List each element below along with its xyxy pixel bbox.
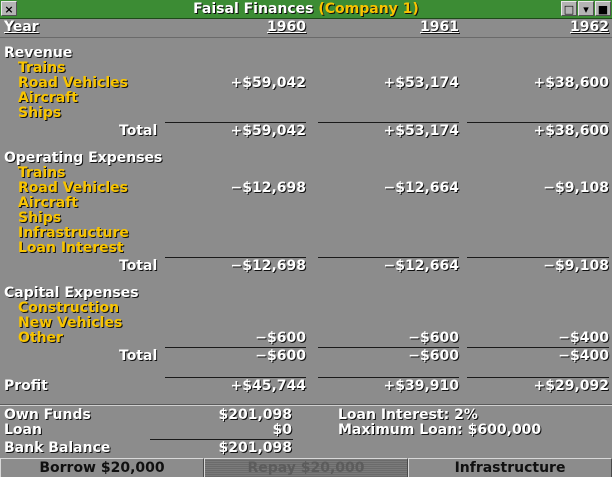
profit-label: Profit: [4, 378, 48, 394]
capital-total-rule-1961: [318, 347, 459, 348]
year-column-1960: 1960: [267, 19, 306, 35]
capital-new-vehicles-label: New Vehicles: [18, 315, 123, 331]
operating-aircraft-label: Aircraft: [18, 195, 78, 211]
capital-total-rule-1960: [165, 347, 306, 348]
revenue-total-label: Total: [119, 123, 158, 139]
bank-balance-label: Bank Balance: [4, 440, 111, 456]
own-funds-label: Own Funds: [4, 407, 91, 423]
capital-construction-label: Construction: [18, 300, 120, 316]
operating-heading: Operating Expenses: [4, 150, 163, 166]
profit-rule-1961: [318, 377, 459, 378]
loan-interest-label: Loan Interest:: [338, 407, 450, 423]
revenue-total-rule-1961: [318, 122, 459, 123]
maximum-loan-value: $600,000: [467, 422, 542, 438]
loan-value: $0: [272, 422, 292, 438]
revenue-ships-label: Ships: [18, 105, 62, 121]
operating-road-vehicles-1961: −$12,664: [383, 180, 460, 196]
window-title-company: (Company 1): [318, 1, 419, 17]
revenue-total-rule-1962: [467, 122, 609, 123]
operating-total-1962: −$9,108: [543, 258, 609, 274]
revenue-trains-label: Trains: [18, 60, 66, 76]
loan-interest-value: 2%: [454, 407, 478, 423]
capital-heading: Capital Expenses: [4, 285, 139, 301]
operating-infrastructure-label: Infrastructure: [18, 225, 129, 241]
operating-trains-label: Trains: [18, 165, 66, 181]
revenue-total-1962: +$38,600: [533, 123, 610, 139]
bank-balance-rule: [150, 439, 293, 440]
close-window-button[interactable]: ×: [1, 1, 17, 16]
operating-ships-label: Ships: [18, 210, 62, 226]
collapse-window-button[interactable]: ▾: [578, 1, 594, 16]
summary-divider-dark: [0, 404, 612, 405]
operating-road-vehicles-label: Road Vehicles: [18, 180, 128, 196]
window-title-text: Faisal Finances: [193, 1, 314, 17]
close-icon: ×: [4, 3, 14, 16]
collapse-icon: ▾: [583, 3, 589, 16]
maximum-loan-label: Maximum Loan:: [338, 422, 463, 438]
operating-total-rule-1962: [467, 257, 609, 258]
maximum-loan-info: Maximum Loan: $600,000: [338, 423, 541, 438]
profit-rule-1962: [467, 377, 609, 378]
action-button-bar: Borrow $20,000 Repay $20,000 Infrastruct…: [0, 458, 612, 477]
shade-window-button[interactable]: □: [561, 1, 577, 16]
window-titlebar[interactable]: × Faisal Finances (Company 1) □ ▾ ■: [0, 0, 612, 19]
capital-other-1960: −$600: [255, 330, 306, 346]
operating-road-vehicles-1960: −$12,698: [230, 180, 307, 196]
operating-loan-interest-label: Loan Interest: [18, 240, 124, 256]
own-funds-value: $201,098: [218, 407, 292, 423]
operating-total-rule-1960: [165, 257, 306, 258]
capital-total-1960: −$600: [255, 348, 306, 364]
revenue-heading: Revenue: [4, 45, 73, 61]
sticky-window-button[interactable]: ■: [595, 1, 611, 16]
capital-total-label: Total: [119, 348, 158, 364]
operating-road-vehicles-1962: −$9,108: [543, 180, 609, 196]
summary-divider-light: [0, 405, 612, 406]
operating-total-rule-1961: [318, 257, 459, 258]
profit-1962: +$29,092: [533, 378, 610, 394]
capital-total-rule-1962: [467, 347, 609, 348]
profit-rule-1960: [165, 377, 306, 378]
revenue-road-vehicles-label: Road Vehicles: [18, 75, 128, 91]
operating-total-1960: −$12,698: [230, 258, 307, 274]
revenue-total-1960: +$59,042: [230, 123, 307, 139]
loan-label: Loan: [4, 422, 42, 438]
shade-icon: □: [563, 3, 575, 16]
loan-interest-info: Loan Interest: 2%: [338, 408, 478, 423]
capital-other-1961: −$600: [408, 330, 459, 346]
header-divider: [0, 37, 612, 38]
capital-total-1961: −$600: [408, 348, 459, 364]
profit-1960: +$45,744: [230, 378, 307, 394]
year-column-1961: 1961: [420, 19, 459, 35]
revenue-aircraft-label: Aircraft: [18, 90, 78, 106]
capital-other-label: Other: [18, 330, 63, 346]
revenue-road-vehicles-1960: +$59,042: [230, 75, 307, 91]
window-title: Faisal Finances (Company 1): [0, 0, 612, 18]
revenue-total-1961: +$53,174: [383, 123, 460, 139]
year-column-1962: 1962: [570, 19, 609, 35]
capital-other-1962: −$400: [558, 330, 609, 346]
infrastructure-button[interactable]: Infrastructure: [408, 458, 612, 477]
capital-total-1962: −$400: [558, 348, 609, 364]
operating-total-label: Total: [119, 258, 158, 274]
operating-total-1961: −$12,664: [383, 258, 460, 274]
borrow-button[interactable]: Borrow $20,000: [0, 458, 204, 477]
bank-balance-value: $201,098: [218, 440, 292, 456]
sticky-icon: ■: [597, 3, 609, 16]
revenue-road-vehicles-1962: +$38,600: [533, 75, 610, 91]
revenue-road-vehicles-1961: +$53,174: [383, 75, 460, 91]
revenue-total-rule-1960: [165, 122, 306, 123]
profit-1961: +$39,910: [383, 378, 460, 394]
year-header: Year: [4, 19, 39, 35]
repay-button[interactable]: Repay $20,000: [204, 458, 408, 477]
